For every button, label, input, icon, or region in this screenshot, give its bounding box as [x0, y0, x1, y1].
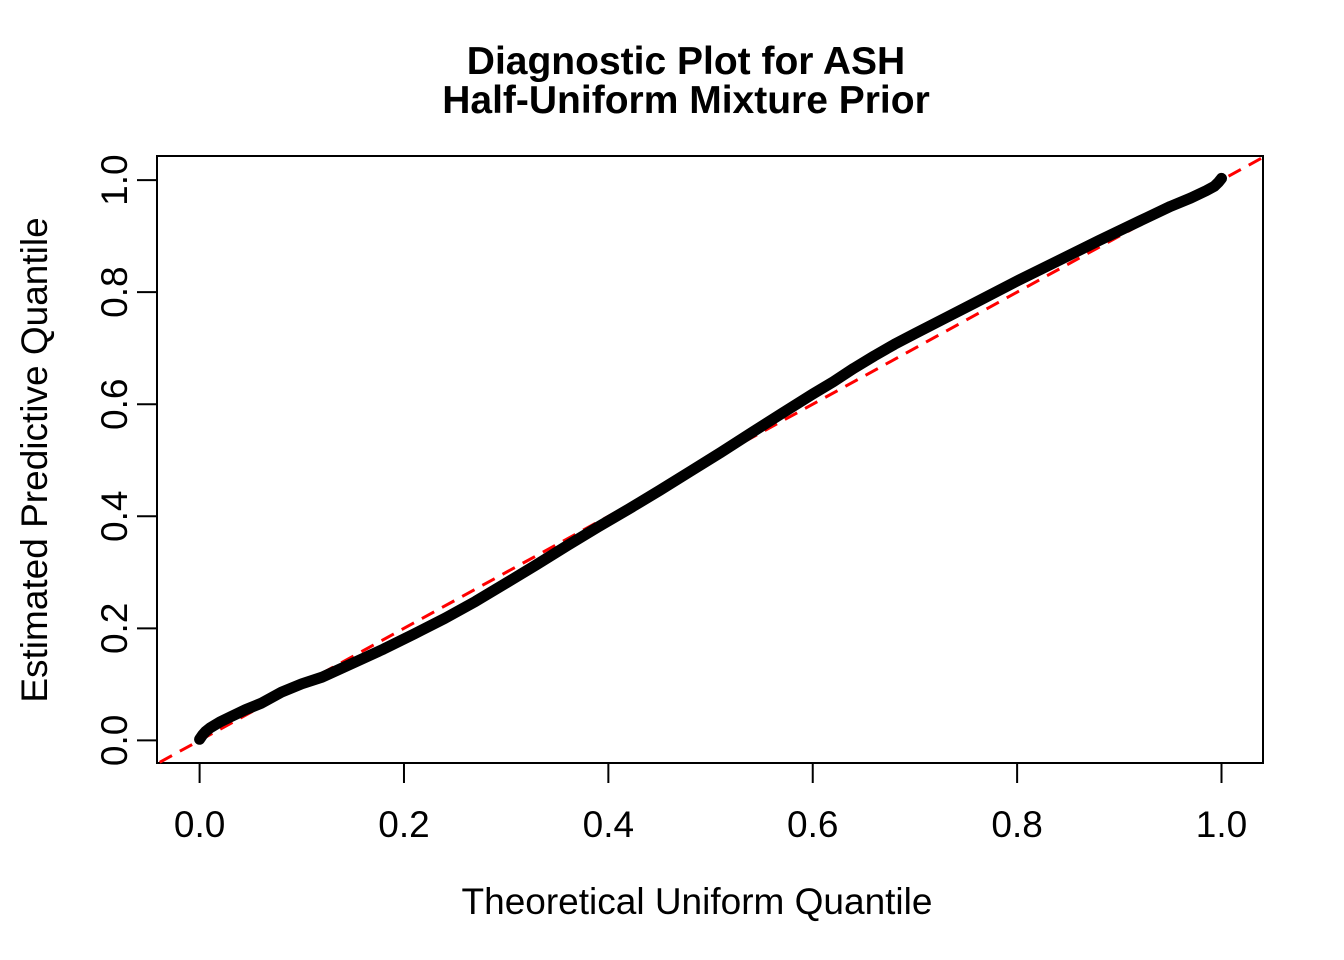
x-tick-label: 1.0: [1196, 804, 1247, 845]
y-tick-label: 0.6: [94, 379, 135, 430]
x-axis-tick-labels: 0.0 0.2 0.4 0.6 0.8 1.0: [174, 804, 1247, 845]
title-line-1: Diagnostic Plot for ASH: [467, 40, 905, 83]
y-tick-label: 0.2: [94, 603, 135, 654]
estimated-vs-theoretical-quantiles: [194, 172, 1227, 745]
y-tick-label: 0.4: [94, 491, 135, 542]
x-tick-label: 0.4: [583, 804, 634, 845]
x-tick-label: 0.8: [991, 804, 1042, 845]
y-tick-label: 0.8: [94, 266, 135, 317]
y-axis-tick-labels: 0.0 0.2 0.4 0.6 0.8 1.0: [94, 154, 135, 766]
title-line-2: Half-Uniform Mixture Prior: [442, 79, 930, 122]
x-axis-ticks: [198, 763, 1223, 783]
y-axis-label: Estimated Predictive Quantile: [14, 217, 55, 702]
x-axis-label: Theoretical Uniform Quantile: [462, 881, 933, 922]
y-tick-label: 1.0: [94, 154, 135, 205]
x-tick-label: 0.6: [787, 804, 838, 845]
y-axis-ticks: [137, 179, 157, 742]
plot-series-layer: [158, 156, 1263, 764]
y-tick-label: 0.0: [94, 715, 135, 766]
plot-title: Diagnostic Plot for ASH Half-Uniform Mix…: [442, 40, 930, 122]
x-tick-label: 0.0: [174, 804, 225, 845]
plot-box: [156, 155, 1264, 764]
x-tick-label: 0.2: [378, 804, 429, 845]
